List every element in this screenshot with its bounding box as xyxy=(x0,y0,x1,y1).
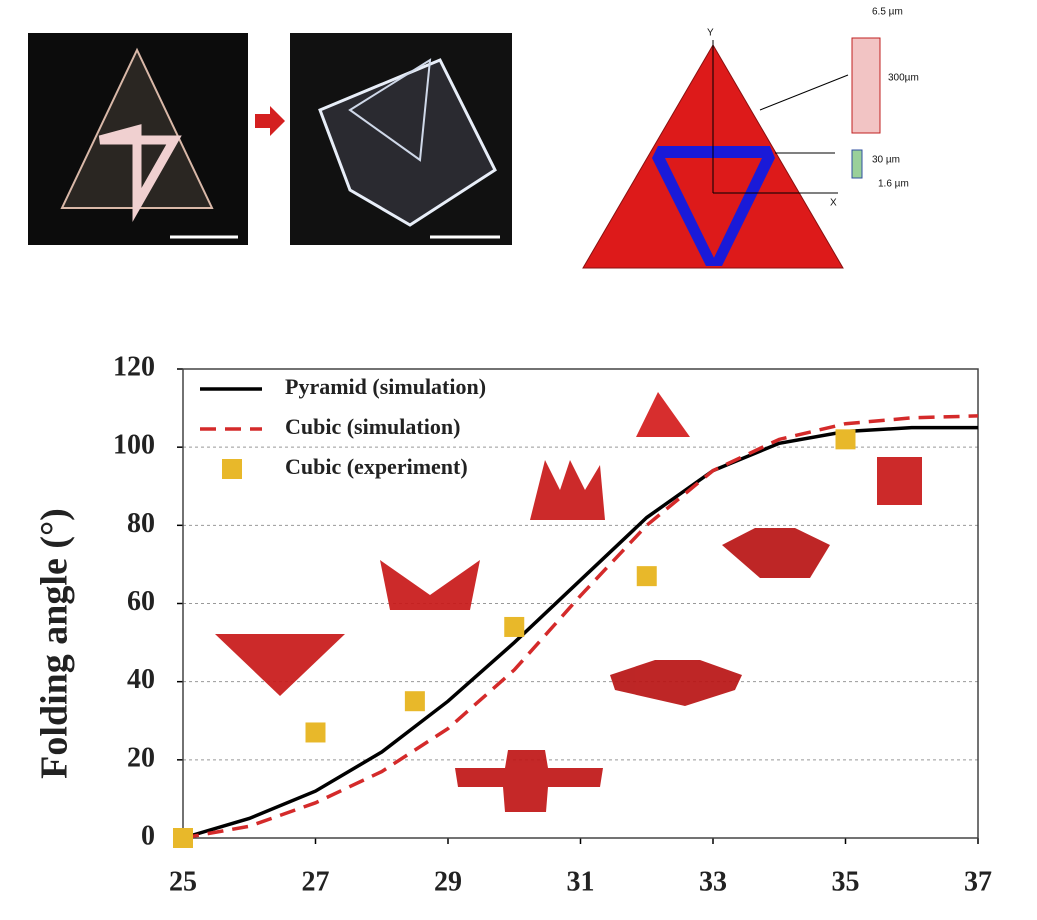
legend-label: Cubic (experiment) xyxy=(285,454,468,479)
dimension-label: 30 µm xyxy=(872,155,900,166)
inset-shapes xyxy=(215,392,922,812)
data-point xyxy=(305,722,326,743)
y-tick-label: 0 xyxy=(141,820,155,851)
data-point xyxy=(404,691,425,712)
data-point xyxy=(636,566,657,587)
axis-label: X xyxy=(830,198,837,209)
dimension-label: 1.6 µm xyxy=(878,179,909,190)
y-tick-label: 40 xyxy=(127,664,155,695)
y-tick-label: 100 xyxy=(113,430,155,461)
y-axis-label: Folding angle (°) xyxy=(34,508,76,779)
y-tick-label: 120 xyxy=(113,351,155,382)
photo-folded xyxy=(290,33,512,245)
y-tick-label: 80 xyxy=(127,508,155,539)
dimension-label: 300µm xyxy=(888,73,919,84)
chart: 0 20 40 60 80 100 120 25 27 29 31 33 35 37 Folding ang… xyxy=(34,351,992,897)
dimension-label: 6.5 µm xyxy=(872,7,903,18)
legend-label: Pyramid (simulation) xyxy=(285,374,486,399)
axis-label: Y xyxy=(707,28,714,39)
x-tick-label: 27 xyxy=(302,866,330,897)
data-point xyxy=(835,429,856,450)
legend-swatch xyxy=(222,459,242,479)
data-point xyxy=(504,616,525,637)
photo-flat xyxy=(28,33,248,245)
y-tick-label: 20 xyxy=(127,742,155,773)
plot-frame xyxy=(182,368,979,839)
data-point xyxy=(173,828,193,848)
x-tick-label: 31 xyxy=(567,866,595,897)
x-tick-label: 29 xyxy=(434,866,462,897)
y-tick-label: 60 xyxy=(127,586,155,617)
data-line xyxy=(182,414,979,840)
x-tick-label: 37 xyxy=(964,866,992,897)
x-tick-label: 25 xyxy=(169,866,197,897)
x-tick-label: 35 xyxy=(832,866,860,897)
legend-label: Cubic (simulation) xyxy=(285,414,460,439)
x-tick-label: 33 xyxy=(699,866,727,897)
mesh-diagram: Y X 6.5 µm 300µm 30 µm 1.6 µm xyxy=(582,7,919,269)
arrow xyxy=(255,106,285,136)
